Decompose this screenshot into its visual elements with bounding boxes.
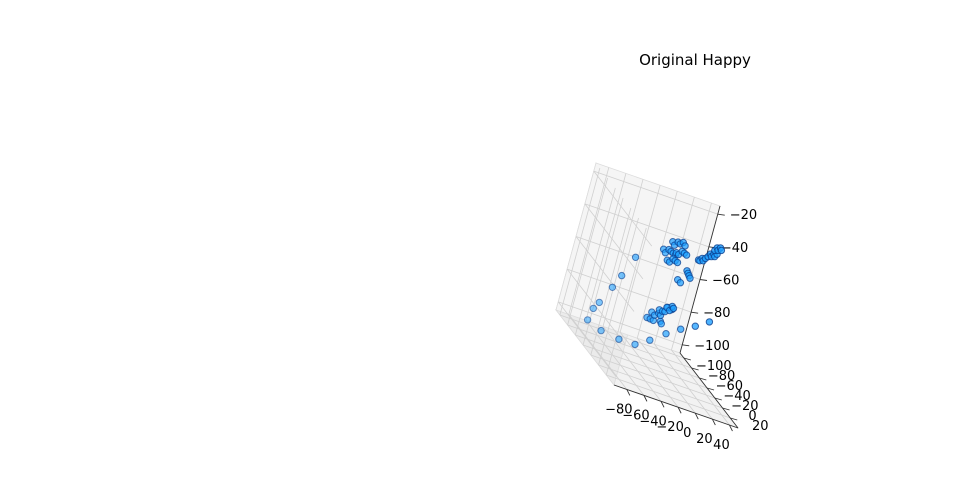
grid-lines <box>557 167 731 426</box>
data-point <box>615 335 623 343</box>
data-point <box>631 253 640 261</box>
data-point <box>686 274 694 282</box>
grid-line-x-floor <box>602 326 662 402</box>
data-point <box>705 318 714 326</box>
y-tick-mark <box>699 377 707 381</box>
data-point <box>682 251 691 259</box>
chart-title: Original Happy <box>639 51 751 69</box>
data-point <box>677 325 685 333</box>
grid-line-y-floor <box>567 324 692 369</box>
data-point <box>631 340 639 349</box>
z-tick-label: −80 <box>703 306 730 321</box>
y-tick-label: 0 <box>748 409 756 424</box>
z-tick-label: −60 <box>712 274 739 289</box>
x-tick-label: 40 <box>713 438 730 453</box>
grid-line-x-floor <box>568 314 628 390</box>
data-point <box>597 326 605 335</box>
y-tick-mark <box>730 417 738 421</box>
grid-line-z-back <box>593 170 718 215</box>
z-tick-mark <box>682 344 690 347</box>
grid-line-z-left <box>575 236 635 312</box>
grid-line-z-left <box>557 301 617 378</box>
data-point <box>662 330 670 338</box>
x-tick-label: −40 <box>639 414 666 429</box>
x-tick-mark <box>660 401 665 408</box>
y-tick-mark <box>691 367 699 371</box>
grid-line-x-floor <box>671 349 730 426</box>
grid-line-z-left <box>584 203 644 280</box>
data-point <box>669 304 678 313</box>
y-tick-label: −80 <box>708 369 735 384</box>
data-point <box>595 298 603 307</box>
grid-line-x-floor <box>654 343 713 420</box>
y-tick-mark <box>683 357 691 361</box>
z-tick-mark <box>699 279 708 281</box>
data-point <box>717 246 726 255</box>
data-point <box>676 279 685 287</box>
x-tick-mark <box>729 424 733 432</box>
x-tick-mark <box>643 395 648 402</box>
grid-line-y-floor <box>575 334 700 379</box>
y-tick-label: −60 <box>716 379 743 394</box>
y-tick-mark <box>714 397 722 401</box>
y-tick-label: 20 <box>752 419 769 434</box>
z-tick-label: −40 <box>721 241 748 256</box>
grid-line-y-floor <box>582 344 708 389</box>
z-tick-mark <box>691 311 699 314</box>
grid-line-y-floor <box>606 374 731 419</box>
data-points <box>583 238 726 349</box>
x-tick-label: −60 <box>622 408 649 423</box>
x-tick-label: 20 <box>696 432 713 447</box>
x-tick-mark <box>711 418 716 426</box>
y-tick-mark <box>722 407 730 411</box>
y-tick-label: −40 <box>723 389 750 404</box>
data-point <box>618 271 626 280</box>
x-tick-label: 0 <box>683 426 691 441</box>
data-point <box>657 320 665 328</box>
data-point <box>583 316 592 324</box>
z-tick-label: −20 <box>730 208 757 223</box>
x-tick-mark <box>677 407 682 414</box>
data-point <box>673 258 682 267</box>
y-axis-line <box>679 352 739 429</box>
y-tick-label: −20 <box>731 399 758 414</box>
data-point <box>691 322 699 330</box>
y-tick-label: −100 <box>696 359 732 374</box>
z-tick-label: −100 <box>694 339 730 354</box>
data-point <box>681 242 689 250</box>
z-tick-mark <box>717 213 725 216</box>
grid-line-x-floor <box>619 331 679 408</box>
x-tick-label: −20 <box>656 420 683 435</box>
tick-marks: −80−60−40−20 0 20 40−100−80−60−40−20020−100… <box>605 208 768 453</box>
grid-line-x-floor <box>636 337 696 414</box>
grid-line-x-floor <box>585 320 645 396</box>
data-point <box>608 283 617 291</box>
grid-line-y-floor <box>590 354 715 399</box>
grid-line-y-floor <box>559 314 684 359</box>
grid-line-z-back <box>584 203 710 248</box>
x-tick-mark <box>694 412 699 420</box>
grid-line-z-back <box>558 301 683 346</box>
x-axis-line <box>613 384 739 429</box>
x-tick-label: −80 <box>605 402 632 417</box>
grid-line-y-floor <box>598 364 723 409</box>
grid-line-z-left <box>593 170 653 247</box>
y-tick-mark <box>706 387 715 391</box>
data-point <box>589 304 597 313</box>
axis-panes <box>554 162 740 429</box>
data-point <box>646 336 654 344</box>
x-tick-mark <box>626 389 631 396</box>
